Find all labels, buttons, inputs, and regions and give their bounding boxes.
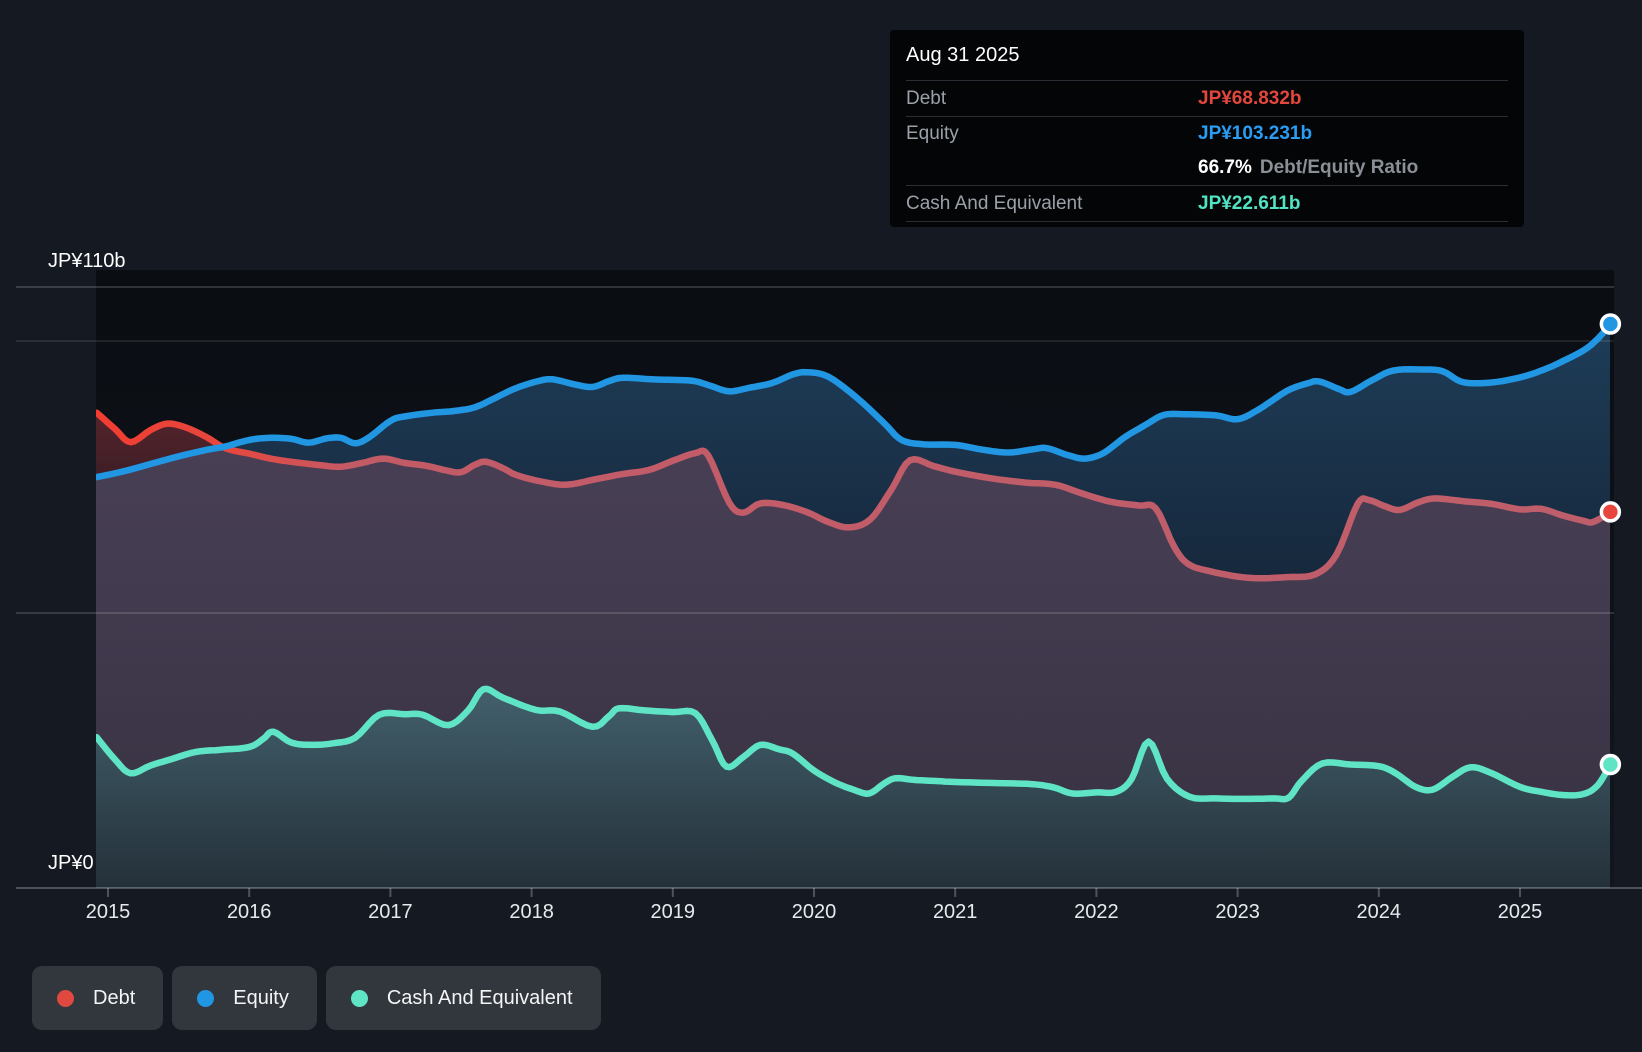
x-axis-label-2020: 2020 <box>791 901 837 923</box>
tooltip-equity-label: Equity <box>906 123 959 144</box>
debt-over-equity-area <box>96 412 222 478</box>
legend-dot-icon <box>350 989 368 1007</box>
end-marker-debt[interactable] <box>1599 501 1622 523</box>
debt-over-cash-area <box>96 447 1610 800</box>
legend-dot-icon <box>197 989 215 1007</box>
y-axis-zero-label: JP¥0 <box>48 852 94 874</box>
y-axis-max-label: JP¥110b <box>48 250 126 272</box>
x-axis-label-2019: 2019 <box>650 901 696 923</box>
x-axis-label-2025: 2025 <box>1497 901 1543 923</box>
series-lines <box>96 320 1614 803</box>
tooltip-debt-value: JP¥68.832b <box>1198 87 1302 109</box>
debt-line[interactable] <box>96 409 1614 582</box>
end-marker-equity[interactable] <box>1599 313 1622 335</box>
tooltip-row-cash: Cash And Equivalent JP¥22.611b <box>906 186 1508 222</box>
area-fills <box>96 324 1610 888</box>
tooltip-debt-label: Debt <box>906 87 947 109</box>
cash-area <box>96 689 1610 888</box>
tooltip-date: Aug 31 2025 <box>906 30 1508 81</box>
legend-label: Debt <box>93 986 136 1009</box>
tooltip-ratio-value: 66.7% <box>1198 157 1252 178</box>
legend-chip-debt[interactable]: Debt <box>32 966 164 1030</box>
legend-dot-icon <box>57 989 74 1007</box>
x-axis-label-2015: 2015 <box>85 901 131 923</box>
equity-line[interactable] <box>96 320 1614 481</box>
tooltip-equity-value: JP¥103.231b <box>1198 123 1313 144</box>
x-axis-label-2021: 2021 <box>932 901 978 923</box>
chart-legend: Debt Equity Cash And Equivalent <box>32 966 601 1030</box>
x-axis-label-2022: 2022 <box>1074 901 1119 923</box>
tooltip-cash-value: JP¥22.611b <box>1198 192 1301 214</box>
chart-tooltip: Aug 31 2025 Debt JP¥68.832b Equity JP¥10… <box>890 30 1524 227</box>
x-axis-label-2023: 2023 <box>1215 901 1260 923</box>
legend-chip-cash-and-equivalent[interactable]: Cash And Equivalent <box>325 966 601 1030</box>
cash-line[interactable] <box>96 685 1614 803</box>
legend-label: Cash And Equivalent <box>386 986 573 1009</box>
legend-chip-equity[interactable]: Equity <box>172 966 317 1030</box>
end-marker-cash-and-equivalent[interactable] <box>1599 753 1622 776</box>
x-axis-label-2016: 2016 <box>226 901 272 923</box>
tooltip-row-debt: Debt JP¥68.832b <box>906 81 1508 117</box>
end-markers <box>1599 313 1622 776</box>
tooltip-row-ratio: 66.7% Debt/Equity Ratio <box>906 151 1508 186</box>
x-axis-label-2018: 2018 <box>509 901 554 923</box>
equity-over-debt-area <box>224 324 1610 579</box>
gridlines <box>16 286 1642 897</box>
x-axis-label-2024: 2024 <box>1356 901 1402 923</box>
tooltip-row-equity: Equity JP¥103.231b <box>906 117 1508 151</box>
tooltip-ratio-label: Debt/Equity Ratio <box>1259 157 1419 178</box>
tooltip-cash-label: Cash And Equivalent <box>906 192 1083 214</box>
x-axis-label-2017: 2017 <box>368 901 413 923</box>
legend-label: Equity <box>233 986 289 1009</box>
